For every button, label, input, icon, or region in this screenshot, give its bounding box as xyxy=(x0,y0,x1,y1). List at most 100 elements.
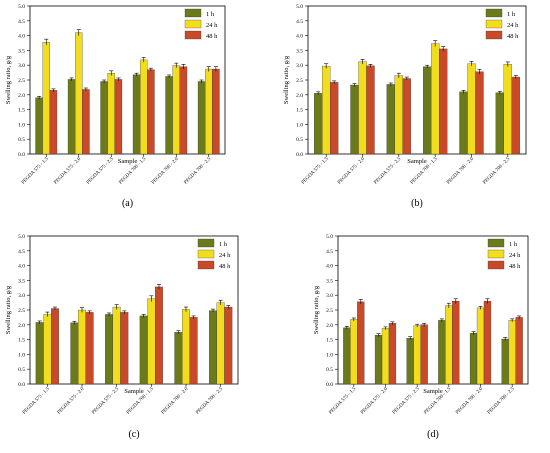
bar xyxy=(120,312,129,385)
x-tick-label: PEGDA 575 - 2.5 xyxy=(91,387,120,416)
bar xyxy=(431,43,440,155)
bar xyxy=(374,335,383,385)
y-axis-label: Swelling ratio, g/g xyxy=(5,285,12,334)
y-tick-label: 3.5 xyxy=(18,48,25,54)
bar xyxy=(402,78,411,155)
y-tick-label: 0.5 xyxy=(18,137,25,143)
y-tick-label: 2.5 xyxy=(326,308,333,314)
y-tick-label: 0.5 xyxy=(326,367,333,373)
bar xyxy=(388,323,397,385)
bar xyxy=(394,75,403,155)
bar xyxy=(212,68,220,155)
bar xyxy=(49,90,58,155)
bar xyxy=(35,97,43,155)
legend-swatch xyxy=(485,30,503,40)
bar xyxy=(140,59,148,155)
bar xyxy=(420,324,428,385)
x-axis-label: Sample xyxy=(407,158,427,165)
bar xyxy=(43,314,52,385)
y-tick-label: 0.0 xyxy=(18,382,25,388)
y-tick-label: 3.0 xyxy=(326,293,333,299)
bar xyxy=(107,73,115,155)
bar xyxy=(179,66,188,155)
legend-label: 1 h xyxy=(509,241,518,248)
bar xyxy=(205,68,213,155)
x-tick-label: PEGDA 575 - 2.5 xyxy=(392,387,421,416)
legend-label: 24 h xyxy=(507,22,519,29)
y-tick-label: 5.0 xyxy=(296,4,303,10)
legend-label: 48 h xyxy=(507,33,519,40)
bar xyxy=(406,337,414,385)
x-tick-label: PEGDA 700 - 2.0 xyxy=(455,387,484,416)
x-tick-label: PEGDA 700 - 2.5 xyxy=(487,387,516,416)
plot-frame xyxy=(307,5,527,155)
y-tick-label: 1.5 xyxy=(326,338,333,344)
bar xyxy=(100,81,108,155)
bar xyxy=(475,71,484,155)
y-tick-label: 2.0 xyxy=(18,93,25,99)
y-tick-label: 4.5 xyxy=(18,19,25,25)
y-tick-label: 4.0 xyxy=(326,264,333,270)
legend-label: 1 h xyxy=(206,11,215,18)
bar xyxy=(105,314,114,385)
legend-label: 24 h xyxy=(509,252,521,259)
plot-frame xyxy=(337,235,529,385)
bar xyxy=(350,84,359,155)
bar xyxy=(438,320,446,385)
legend-swatch xyxy=(485,19,503,29)
y-tick-label: 2.0 xyxy=(326,323,333,329)
x-tick-label: PEGDA 700 - 2.0 xyxy=(151,157,180,186)
bar xyxy=(147,69,155,155)
bar xyxy=(85,312,94,385)
y-tick-label: 0.0 xyxy=(296,152,303,158)
y-tick-label: 4.0 xyxy=(18,264,25,270)
legend-swatch xyxy=(487,249,505,259)
chart-panel-2: 0.0 0.5 1.0 1.5 2.0 2.5 3.0 3.5 4.0 4.5 5.0 Swellin… xyxy=(283,4,527,209)
y-tick-label: 0.0 xyxy=(326,382,333,388)
y-tick-label: 0.0 xyxy=(18,152,25,158)
bar xyxy=(467,63,476,155)
x-tick-label: PEGDA 700 - 2.5 xyxy=(183,157,212,186)
y-tick-label: 1.5 xyxy=(296,108,303,114)
y-tick-label: 4.0 xyxy=(296,34,303,40)
x-tick-label: PEGDA 700 - 2.5 xyxy=(195,387,224,416)
legend-label: 24 h xyxy=(219,252,231,259)
x-tick-label: PEGDA 700 - 2.5 xyxy=(483,157,512,186)
bar xyxy=(154,286,163,385)
legend-swatch xyxy=(184,19,202,29)
bar xyxy=(459,91,468,155)
x-tick-label: PEGDA 575 - 2.0 xyxy=(57,387,86,416)
chart-panel-1: 0.0 0.5 1.0 1.5 2.0 2.5 3.0 3.5 4.0 4.5 5.0 Swellin… xyxy=(5,4,226,209)
bar xyxy=(515,317,523,385)
bar xyxy=(174,332,183,385)
bar xyxy=(439,48,448,155)
x-tick-label: PEGDA 575 - 2.0 xyxy=(53,157,82,186)
y-tick-label: 0.5 xyxy=(18,367,25,373)
legend-swatch xyxy=(184,8,202,18)
legend-swatch xyxy=(184,30,202,40)
x-tick-label: PEGDA 575 - 1.5 xyxy=(22,387,51,416)
y-tick-label: 3.5 xyxy=(326,278,333,284)
y-tick-label: 3.0 xyxy=(18,293,25,299)
legend-label: 1 h xyxy=(507,11,516,18)
bar xyxy=(189,317,198,385)
bar xyxy=(381,328,390,385)
bar xyxy=(343,327,351,385)
bar xyxy=(350,319,358,385)
y-tick-label: 2.0 xyxy=(296,93,303,99)
legend-label: 24 h xyxy=(206,22,218,29)
x-tick-label: PEGDA 700 - 2.0 xyxy=(161,387,190,416)
bar xyxy=(132,74,141,155)
bar xyxy=(452,300,460,385)
plot-frame xyxy=(29,5,226,155)
y-tick-label: 1.0 xyxy=(296,122,303,128)
y-tick-label: 2.5 xyxy=(18,308,25,314)
x-tick-label: PEGDA 575 - 1.5 xyxy=(329,387,358,416)
y-tick-label: 3.0 xyxy=(296,63,303,69)
y-axis-label: Swelling ratio, g/g xyxy=(283,55,290,104)
legend-swatch xyxy=(487,238,505,248)
x-axis-label: Sample xyxy=(118,158,138,165)
y-tick-label: 2.0 xyxy=(18,323,25,329)
